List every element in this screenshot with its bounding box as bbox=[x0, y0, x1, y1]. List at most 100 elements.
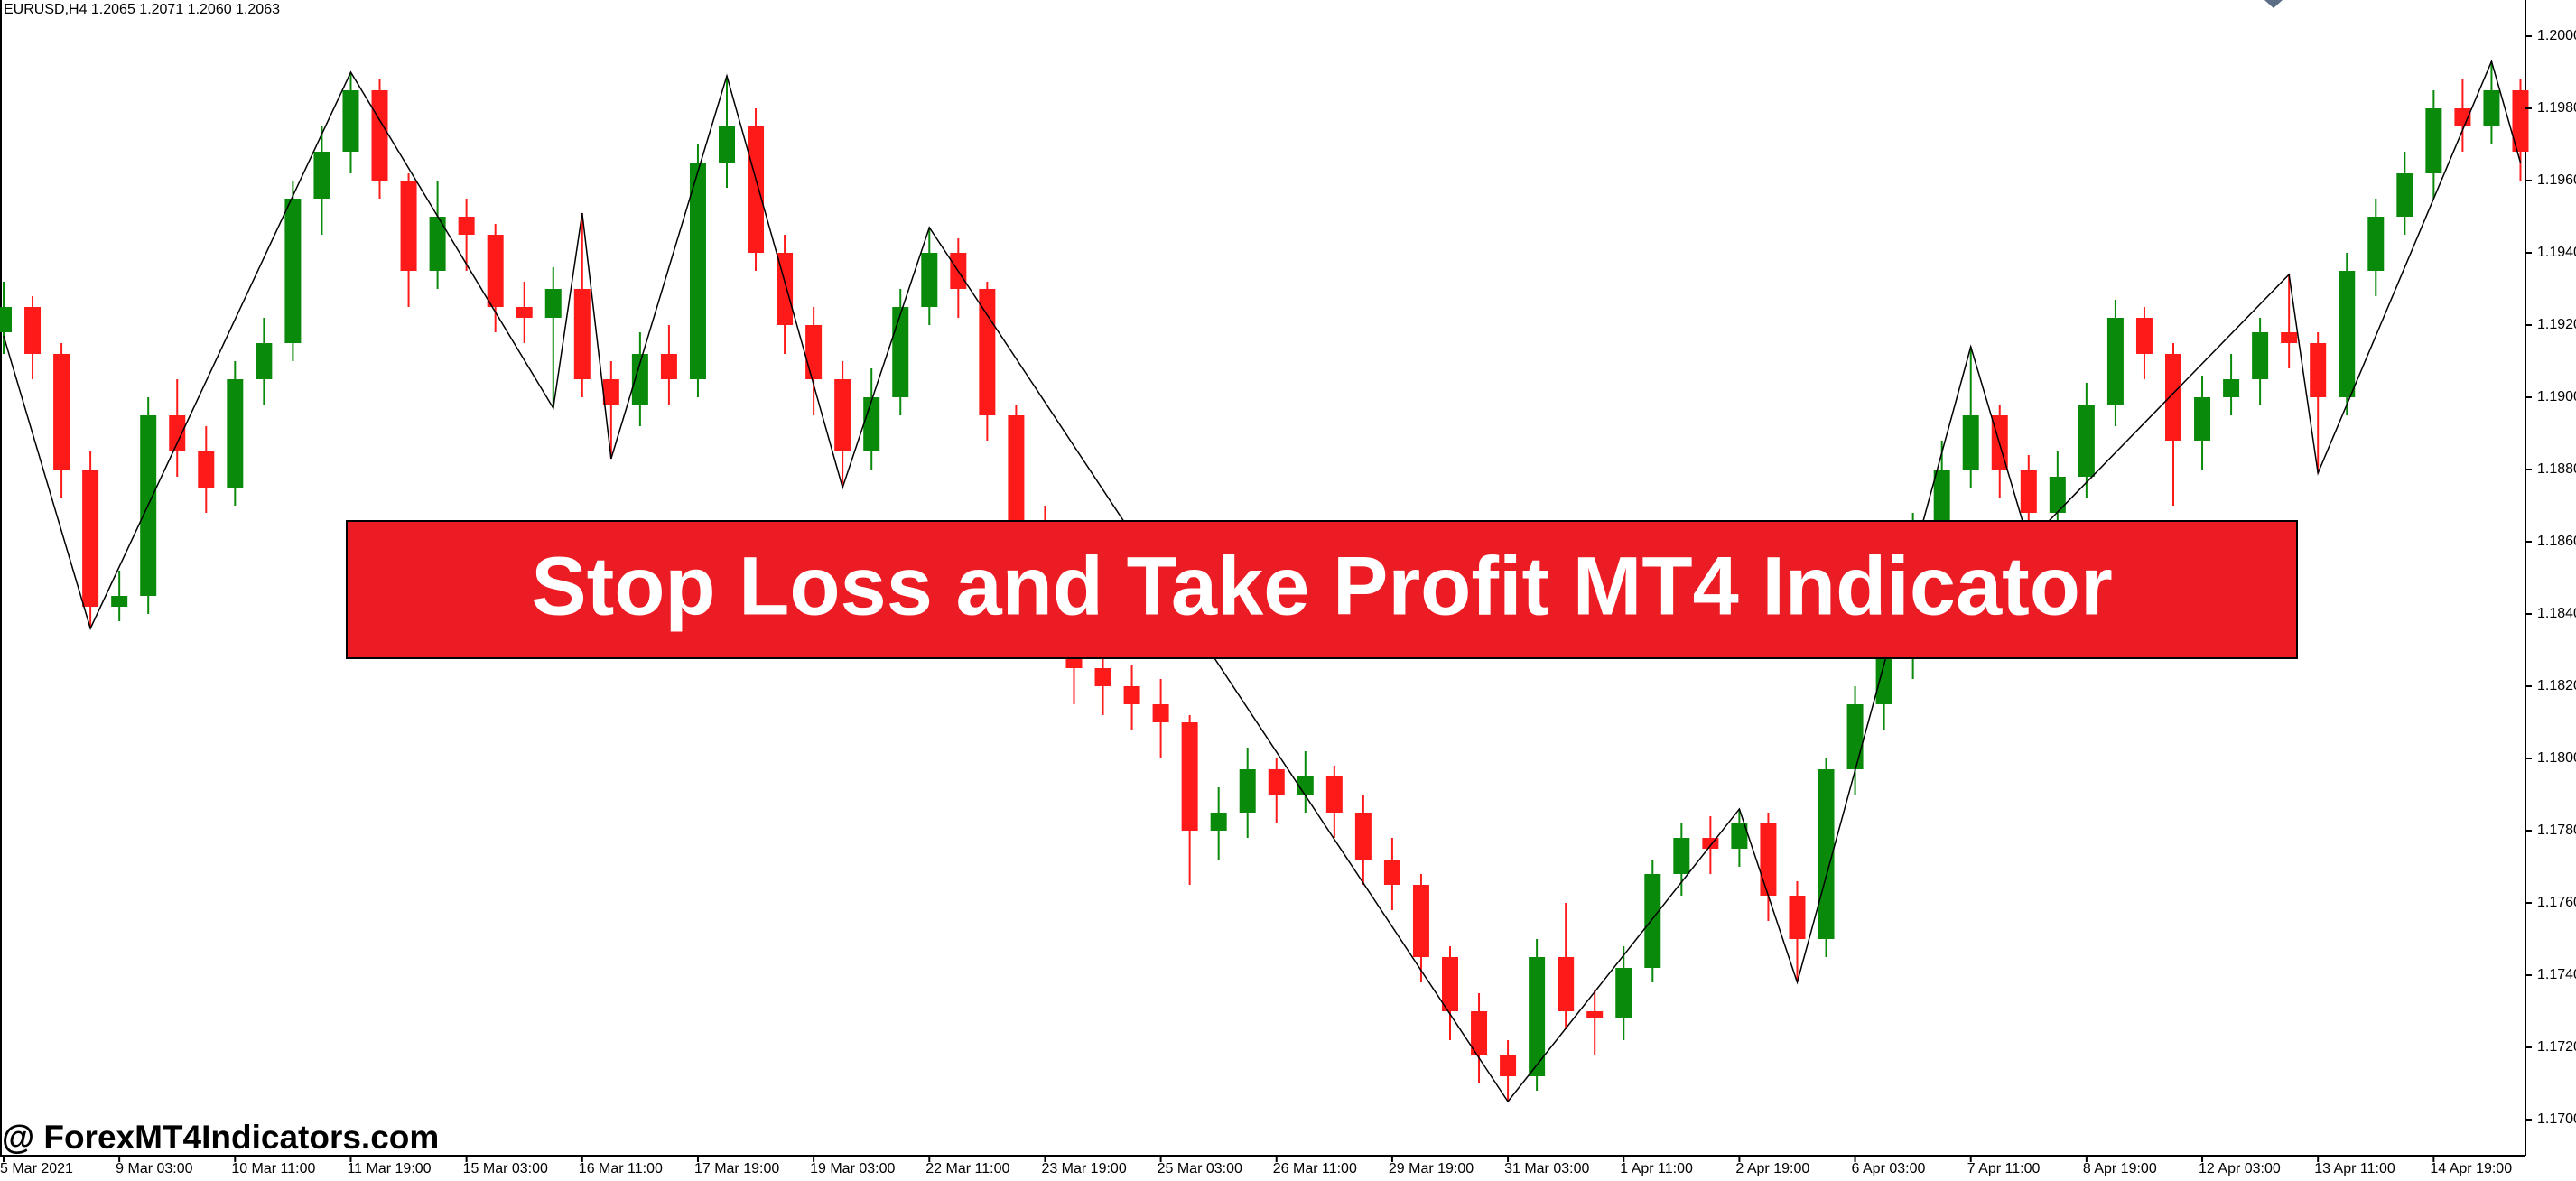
x-tick-label: 26 Mar 11:00 bbox=[1273, 1161, 1357, 1176]
candle-body bbox=[2425, 108, 2442, 173]
candle-body bbox=[660, 354, 677, 379]
y-tick-label: 1.1980 bbox=[2537, 100, 2576, 116]
candle-body bbox=[458, 217, 475, 235]
candle-body bbox=[256, 343, 273, 379]
candle-body bbox=[2281, 332, 2298, 343]
x-tick-label: 22 Mar 11:00 bbox=[925, 1161, 1009, 1176]
candle-body bbox=[53, 354, 70, 470]
candle-body bbox=[2165, 354, 2181, 441]
candle-body bbox=[342, 90, 359, 152]
candle-body bbox=[921, 253, 938, 307]
x-tick-label: 2 Apr 19:00 bbox=[1735, 1161, 1809, 1176]
x-tick-label: 5 Mar 2021 bbox=[0, 1161, 73, 1176]
candle-body bbox=[2223, 379, 2240, 397]
candle-body bbox=[487, 235, 504, 307]
candle-body bbox=[1008, 415, 1025, 524]
zigzag-line bbox=[3, 59, 2522, 1103]
x-tick-label: 11 Mar 19:00 bbox=[347, 1161, 431, 1176]
x-tick-label: 1 Apr 11:00 bbox=[1620, 1161, 1693, 1176]
candle-body bbox=[1094, 668, 1111, 686]
candle-body bbox=[573, 289, 591, 379]
y-tick-label: 1.1920 bbox=[2537, 317, 2576, 332]
candle-body bbox=[1123, 686, 1140, 704]
x-tick-label: 23 Mar 19:00 bbox=[1041, 1161, 1126, 1176]
y-tick-label: 1.1960 bbox=[2537, 172, 2576, 188]
x-tick-label: 31 Mar 03:00 bbox=[1504, 1161, 1589, 1176]
candle-body bbox=[1615, 968, 1632, 1018]
x-tick-label: 7 Apr 11:00 bbox=[1967, 1161, 2041, 1176]
candle-body bbox=[2252, 332, 2269, 379]
x-tick-label: 9 Mar 03:00 bbox=[116, 1161, 192, 1176]
candle-body bbox=[2483, 90, 2500, 126]
candle-body bbox=[198, 451, 215, 488]
x-tick-label: 16 Mar 11:00 bbox=[579, 1161, 663, 1176]
candle-body bbox=[863, 397, 880, 451]
candle-body bbox=[1962, 415, 1979, 470]
banner bbox=[346, 520, 2298, 659]
x-tick-label: 25 Mar 03:00 bbox=[1158, 1161, 1242, 1176]
x-tick-label: 19 Mar 03:00 bbox=[810, 1161, 895, 1176]
candle-body bbox=[82, 470, 99, 607]
candle-body bbox=[1268, 769, 1285, 795]
x-tick-label: 15 Mar 03:00 bbox=[463, 1161, 548, 1176]
candle-body bbox=[24, 307, 42, 354]
candle-body bbox=[748, 126, 765, 253]
x-tick-label: 14 Apr 19:00 bbox=[2430, 1161, 2512, 1176]
candle-body bbox=[777, 253, 794, 325]
candle-body bbox=[1673, 838, 1690, 874]
y-tick-label: 1.1760 bbox=[2537, 895, 2576, 910]
candle-body bbox=[1846, 704, 1864, 769]
candle-body bbox=[2310, 343, 2327, 397]
candle-body bbox=[602, 379, 619, 405]
candle-body bbox=[1529, 957, 1546, 1076]
watermark: @ ForexMT4Indicators.com bbox=[2, 1119, 439, 1156]
candle-body bbox=[544, 289, 562, 318]
candle-body bbox=[689, 163, 706, 379]
candle-body bbox=[2049, 477, 2066, 513]
candle-body bbox=[429, 217, 446, 271]
y-tick-label: 1.1800 bbox=[2537, 750, 2576, 766]
candle-body bbox=[1181, 722, 1198, 831]
y-tick-label: 1.1860 bbox=[2537, 534, 2576, 549]
candle-body bbox=[1875, 657, 1892, 704]
candle-body bbox=[805, 325, 823, 379]
candle-body bbox=[1383, 860, 1400, 885]
candle-body bbox=[516, 307, 533, 318]
y-tick-label: 1.1700 bbox=[2537, 1111, 2576, 1127]
y-tick-label: 1.1780 bbox=[2537, 823, 2576, 838]
candle-body bbox=[2135, 318, 2153, 354]
candle-body bbox=[631, 354, 648, 405]
candle-body bbox=[371, 90, 388, 181]
candle-body bbox=[2078, 405, 2095, 477]
x-tick-label: 12 Apr 03:00 bbox=[2199, 1161, 2281, 1176]
candle-body bbox=[834, 379, 851, 451]
candle-body bbox=[400, 181, 417, 271]
candle-body bbox=[2396, 173, 2413, 217]
candle-body bbox=[1586, 1011, 1604, 1018]
candle-body bbox=[1471, 1011, 1488, 1055]
candle-body bbox=[2339, 271, 2356, 397]
y-tick-label: 1.1840 bbox=[2537, 606, 2576, 621]
candle-body bbox=[1325, 776, 1343, 813]
y-tick-label: 1.1900 bbox=[2537, 389, 2576, 405]
x-tick-label: 17 Mar 19:00 bbox=[694, 1161, 779, 1176]
candle-body bbox=[1239, 769, 1256, 813]
y-tick-label: 1.1820 bbox=[2537, 678, 2576, 693]
y-tick-label: 1.1720 bbox=[2537, 1039, 2576, 1055]
candle-body bbox=[284, 199, 302, 343]
candle-body bbox=[169, 415, 186, 451]
candle-body bbox=[1297, 776, 1314, 795]
candle-body bbox=[0, 307, 12, 332]
candle-body bbox=[111, 596, 128, 607]
plot-area bbox=[0, 59, 2529, 1103]
candle-body bbox=[1818, 769, 1835, 939]
x-tick-label: 6 Apr 03:00 bbox=[1852, 1161, 1926, 1176]
y-tick-label: 1.1940 bbox=[2537, 245, 2576, 260]
x-tick-label: 13 Apr 11:00 bbox=[2314, 1161, 2395, 1176]
candle-body bbox=[1789, 896, 1806, 939]
shift-marker bbox=[2264, 0, 2283, 8]
candle-body bbox=[1500, 1055, 1517, 1076]
candle-body bbox=[1210, 813, 1227, 831]
x-tick-label: 29 Mar 19:00 bbox=[1389, 1161, 1474, 1176]
